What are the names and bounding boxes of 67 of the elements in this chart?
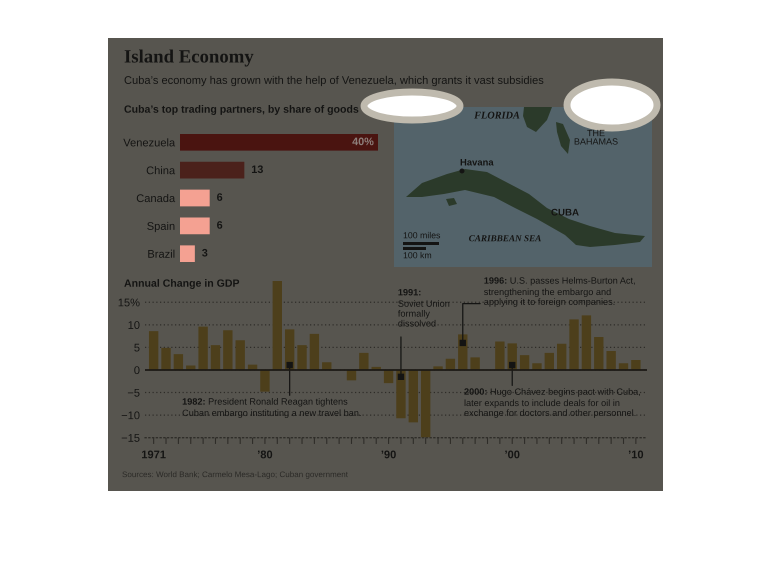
x-tick-label: ’00 [505, 450, 520, 458]
bar [148, 331, 158, 370]
data-label: 6 [217, 193, 222, 201]
bar [260, 370, 270, 392]
data-label: 13 [252, 165, 263, 174]
x-tick-label: ’90 [382, 450, 396, 458]
bar [384, 370, 394, 384]
bar [544, 352, 554, 370]
bar [223, 330, 233, 370]
y-tick-label: Spain [147, 222, 174, 232]
bar [556, 344, 566, 370]
annotation: 2000: Hugo Chávez begins pact with Cuba, later expands to include deals for oil in exchange for doctors and other personnel. [464, 388, 640, 418]
annotation: 1982: President Ronald Reagan tightens Cuban embargo instituting a new travel ban. [182, 398, 361, 418]
bar [180, 217, 210, 234]
bar [606, 351, 616, 370]
text: Cuba’s economy has grown with the help of Venezuela, which grants it vast subsidies [124, 76, 544, 86]
x-tick-label: ’10 [628, 450, 644, 458]
y-tick-label: Brazil [148, 250, 174, 258]
text: 100 km [404, 252, 432, 258]
bar [408, 370, 418, 422]
text: THE BAHAMAS [574, 130, 618, 145]
bar [446, 358, 456, 370]
y-tick-label: Canada [136, 194, 176, 202]
bar [310, 334, 320, 370]
data-label: 3 [202, 248, 208, 257]
text: Island Economy [124, 49, 254, 67]
x-tick-label: 1971 [142, 450, 166, 458]
x-tick-label: ’80 [258, 450, 272, 458]
bar [495, 342, 505, 370]
data-label: 40% [352, 138, 374, 146]
bar [198, 326, 208, 370]
y-tick-label: −10 [122, 411, 140, 420]
y-tick-label: China [146, 166, 176, 174]
y-tick-label: 5 [134, 344, 140, 352]
text: Havana [460, 158, 494, 166]
bar [631, 360, 641, 370]
text: CARIBBEAN SEA [469, 235, 541, 242]
bar [520, 355, 530, 370]
bar [180, 162, 244, 179]
chart-title: Annual Change in GDP [124, 279, 240, 289]
text: FLORIDA [474, 112, 520, 119]
bar [594, 337, 604, 370]
bar [236, 340, 245, 370]
annotation: 1996: U.S. passes Helms-Burton Act, strengthening the embargo and applying it to foreign companies. [484, 276, 635, 307]
bar [180, 245, 195, 262]
annotation: 1991: Soviet Union formally dissolved [398, 288, 450, 327]
y-tick-label: 0 [134, 366, 140, 374]
bar [359, 352, 369, 370]
bar [420, 370, 430, 438]
y-tick-label: Venezuela [123, 138, 176, 146]
text: 100 miles [404, 232, 440, 238]
bar [272, 281, 282, 370]
bar [161, 348, 171, 370]
y-tick-label: 10 [128, 321, 140, 329]
bar [180, 190, 210, 206]
y-tick-label: −15 [122, 434, 140, 442]
data-label: 6 [217, 221, 222, 229]
bar [470, 357, 480, 370]
bar [210, 345, 220, 370]
bar [297, 345, 307, 370]
bar [174, 354, 184, 370]
bar [582, 315, 592, 370]
y-tick-label: 15% [118, 298, 140, 306]
y-tick-label: −5 [128, 388, 140, 397]
bar [180, 134, 378, 151]
bar [569, 319, 579, 370]
chart-title: Cuba’s top trading partners, by share of goods [124, 105, 358, 115]
